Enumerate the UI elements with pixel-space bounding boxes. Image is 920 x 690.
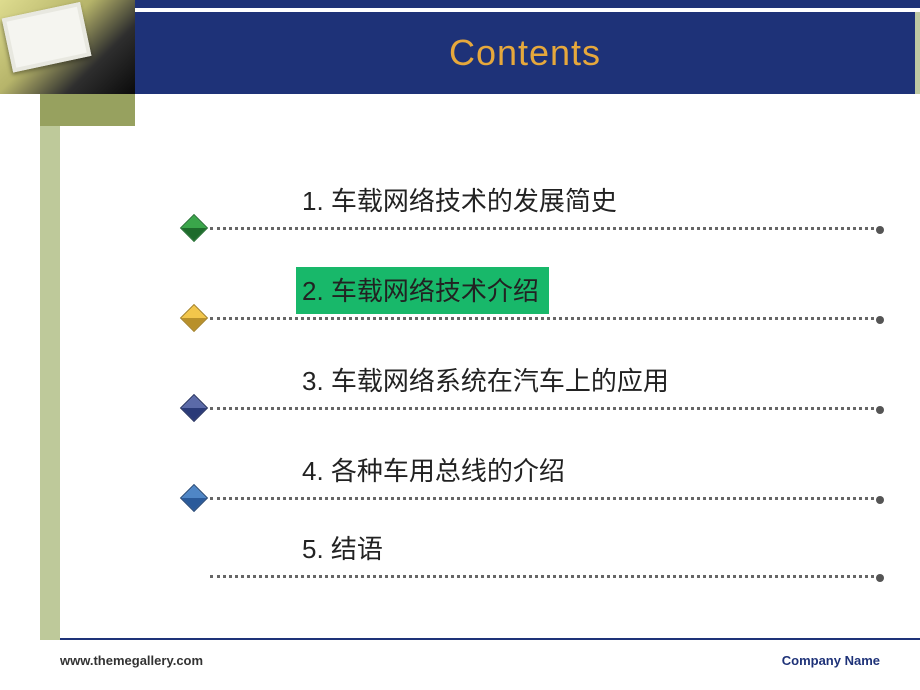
diamond-bullet-icon (180, 304, 208, 332)
toc-label-highlighted: 2. 车载网络技术介绍 (296, 267, 549, 314)
toc-dots (210, 407, 880, 410)
toc-label: 3. 车载网络系统在汽车上的应用 (302, 361, 669, 398)
toc-end-dot (876, 496, 884, 504)
footer-company: Company Name (782, 653, 880, 668)
toc-item-4: 4. 各种车用总线的介绍 (180, 440, 880, 530)
toc-list: 1. 车载网络技术的发展简史 2. 车载网络技术介绍 3. 车载网络系统在汽车上… (180, 170, 880, 608)
toc-dots (210, 497, 880, 500)
toc-label: 1. 车载网络技术的发展简史 (302, 181, 617, 218)
monitor-icon (2, 0, 109, 87)
toc-item-1: 1. 车载网络技术的发展简史 (180, 170, 880, 260)
toc-dots (210, 575, 880, 578)
toc-end-dot (876, 574, 884, 582)
footer-divider (60, 638, 920, 640)
toc-dots (210, 317, 880, 320)
toc-dots (210, 227, 880, 230)
header-bar: Contents (135, 12, 920, 94)
toc-end-dot (876, 316, 884, 324)
diamond-bullet-icon (180, 214, 208, 242)
corner-image (0, 0, 135, 94)
slide-title: Contents (449, 32, 601, 74)
diamond-bullet-icon (180, 484, 208, 512)
toc-item-3: 3. 车载网络系统在汽车上的应用 (180, 350, 880, 440)
toc-label: 5. 结语 (302, 529, 383, 566)
toc-end-dot (876, 226, 884, 234)
toc-end-dot (876, 406, 884, 414)
toc-item-5: 5. 结语 (180, 530, 880, 608)
footer-url: www.themegallery.com (60, 653, 203, 668)
diamond-bullet-icon (180, 394, 208, 422)
toc-label: 4. 各种车用总线的介绍 (302, 451, 565, 488)
side-olive-strip (40, 126, 60, 640)
toc-item-2: 2. 车载网络技术介绍 (180, 260, 880, 350)
corner-olive-block (40, 94, 135, 126)
header-top-stripe (133, 0, 920, 8)
